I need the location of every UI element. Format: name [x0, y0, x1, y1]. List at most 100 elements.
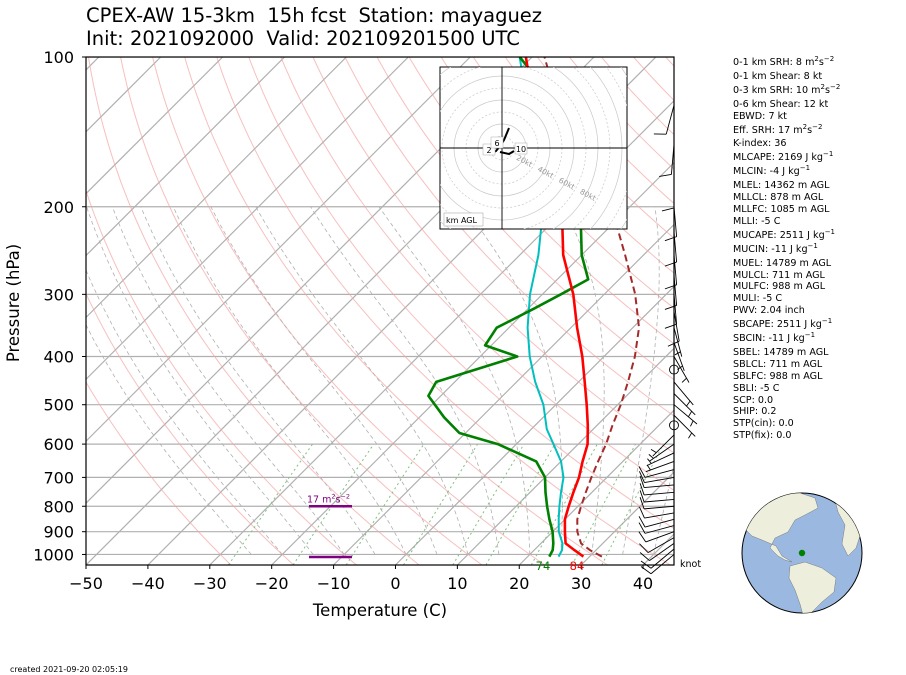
wind-barb-flag — [639, 543, 649, 553]
dry-adiabat — [248, 57, 674, 530]
y-tick-label: 800 — [43, 497, 74, 516]
moist-adiabat — [86, 323, 252, 555]
dry-adiabat — [88, 57, 420, 565]
dry-adiabat — [184, 57, 608, 565]
hodograph-height-box — [514, 142, 528, 155]
chart-grid — [86, 57, 674, 565]
moist-adiabat — [562, 206, 605, 555]
north-america — [742, 493, 819, 563]
wind-barb-shaft — [673, 254, 678, 285]
wind-barb-shaft — [673, 356, 690, 383]
moist-adiabat — [86, 206, 314, 555]
dry-adiabat — [344, 57, 674, 417]
sounding-index-row: MUEL: 14789 m AGL — [733, 257, 832, 269]
wind-barb-flag — [638, 531, 647, 543]
x-tick-label: 10 — [447, 574, 467, 593]
sounding-index-row: SBLCL: 711 m AGL — [733, 358, 823, 370]
moist-adiabat — [622, 206, 660, 555]
surface-temperature-label: 84 — [570, 559, 585, 573]
sounding-index-row: MULCL: 711 m AGL — [733, 269, 825, 281]
hodograph-height-box — [490, 136, 504, 149]
mixing-ratio-line — [452, 443, 525, 565]
sounding-index-row: 0-3 km SRH: 10 m2s−2 — [733, 82, 841, 96]
wind-barb-shaft — [647, 537, 675, 554]
sounding-index-row: MLLCL: 878 m AGL — [733, 192, 824, 204]
isotherm — [86, 57, 285, 257]
x-tick-label: 20 — [509, 574, 529, 593]
wind-barb-shaft — [644, 484, 675, 489]
isotherm — [456, 347, 674, 565]
y-tick-label: 200 — [43, 198, 74, 217]
wind-barb-shaft — [644, 498, 675, 503]
wind-barb-half-flag — [674, 351, 681, 356]
calm-wind-circle — [669, 420, 679, 431]
isotherm — [86, 57, 409, 381]
hodograph-legend-box — [443, 212, 484, 227]
globe-land — [742, 493, 862, 613]
mixing-ratio-line — [530, 443, 598, 565]
wind-barb-flag — [659, 174, 672, 177]
dry-adiabat — [569, 57, 674, 170]
sounding-index-row: 0-1 km SRH: 8 m2s−2 — [733, 54, 835, 68]
wind-barb-flag — [640, 560, 652, 569]
y-axis-label: Pressure (hPa) — [4, 244, 23, 362]
wind-barb-flag — [639, 483, 645, 496]
y-tick-label: 900 — [43, 523, 74, 542]
wind-barb-shaft — [644, 518, 675, 528]
wind-barb-shaft — [645, 460, 675, 473]
annotations: 17 m2s−2 74 84 — [307, 492, 584, 573]
x-axis-label: Temperature (C) — [312, 601, 447, 620]
wind-barb-shaft — [673, 404, 698, 425]
sounding-index-row: MULFC: 988 m AGL — [733, 281, 826, 293]
moist-adiabat — [310, 206, 500, 555]
x-tick-label: 0 — [390, 574, 400, 593]
sounding-index-row: MLCIN: -4 J kg−1 — [733, 164, 811, 178]
y-tick-label: 400 — [43, 348, 74, 367]
moist-adiabat — [464, 206, 563, 555]
wind-barb-shaft — [650, 554, 675, 575]
isotherm — [86, 57, 347, 319]
mixing-ratio-line — [601, 443, 664, 565]
wind-barb-half-flag — [690, 420, 694, 427]
wind-barb-flag — [664, 261, 677, 267]
sounding-index-row: MUCAPE: 2511 J kg−1 — [733, 227, 836, 241]
sounding-index-row: MUCIN: -11 J kg−1 — [733, 241, 818, 255]
x-tick-label: −50 — [69, 574, 103, 593]
dry-adiabat — [120, 57, 483, 565]
sounding-index-row: MLLFC: 1085 m AGL — [733, 203, 830, 215]
mixing-ratio-line — [227, 443, 314, 565]
y-tick-label: 700 — [43, 468, 74, 487]
y-tick-label: 600 — [43, 435, 74, 454]
y-tick-label: 500 — [43, 396, 74, 415]
wind-barb-flag — [638, 516, 646, 528]
x-tick-label: 30 — [571, 574, 591, 593]
isotherm — [86, 57, 162, 133]
moist-adiabat — [86, 269, 283, 555]
dry-adiabat — [86, 381, 232, 565]
wind-barb-half-flag — [688, 411, 693, 417]
wind-barb-flag — [664, 236, 677, 242]
sounding-index-row: SBEL: 14789 m AGL — [733, 346, 829, 358]
y-tick-label: 1000 — [33, 545, 74, 564]
sounding-index-row: MLLI: -5 C — [733, 215, 781, 227]
isotherm — [209, 99, 674, 565]
mixing-ratio-line — [292, 443, 375, 565]
wind-barb-flag — [664, 323, 677, 329]
wind-barb-shaft — [649, 543, 675, 561]
hodograph-height-box — [482, 143, 496, 156]
x-tick-label: −10 — [317, 574, 351, 593]
y-tick-label: 300 — [43, 285, 74, 304]
dry-adiabat — [280, 57, 674, 491]
isotherm — [86, 57, 471, 443]
surface-dewpoint-label: 74 — [536, 559, 551, 573]
wind-barb-shaft — [673, 206, 678, 237]
moist-adiabat — [140, 206, 376, 555]
moist-adiabat — [378, 206, 531, 555]
chart-subtitle: Init: 2021092000 Valid: 202109201500 UTC — [86, 27, 520, 50]
created-timestamp: created 2021-09-20 02:05:19 — [10, 665, 128, 674]
parcel-profile — [543, 57, 640, 558]
wind-barb-shaft — [645, 531, 675, 543]
wind-barb-half-flag — [648, 454, 654, 459]
